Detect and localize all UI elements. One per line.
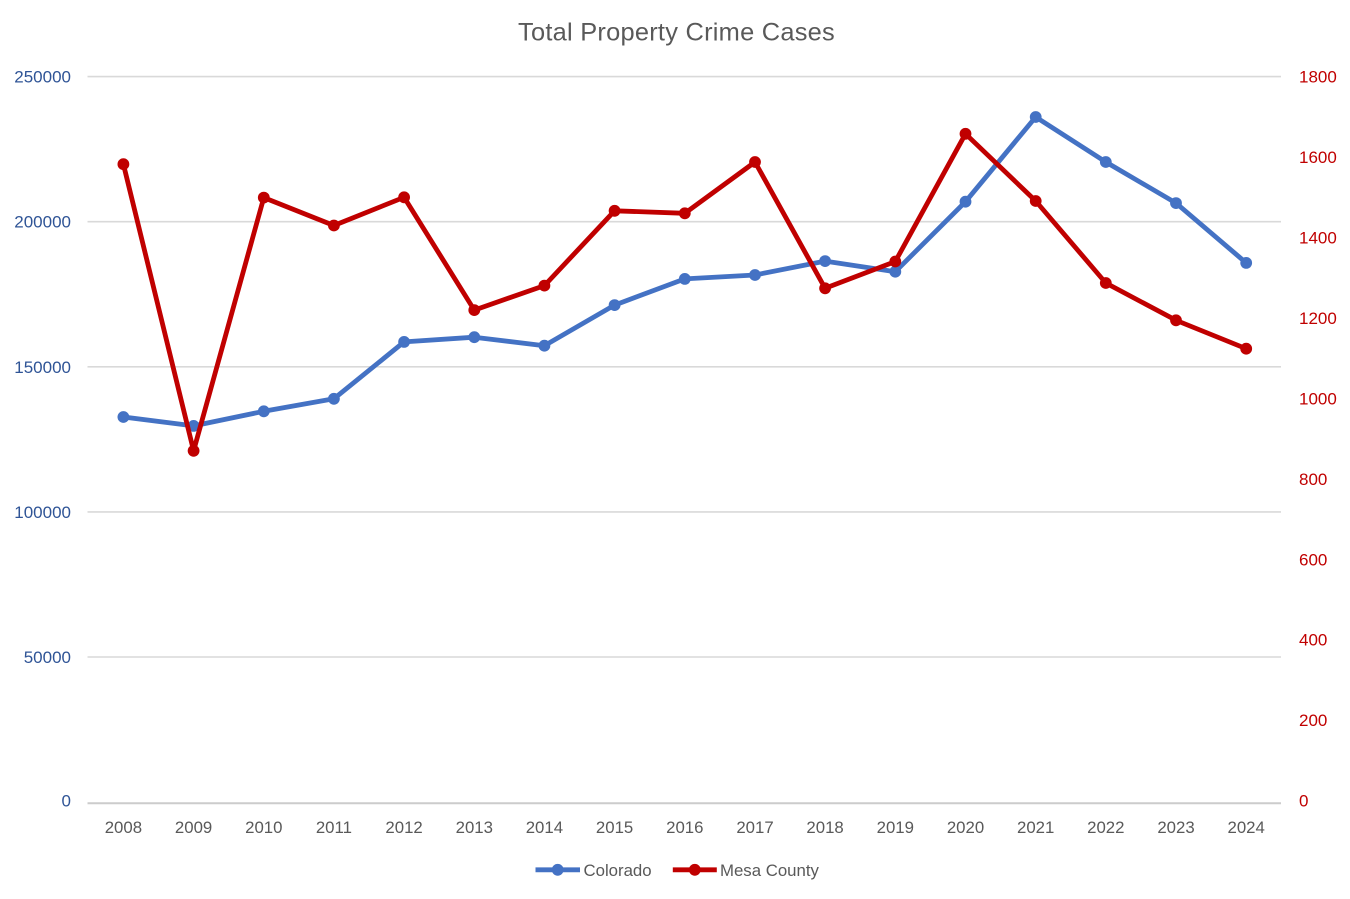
svg-text:2017: 2017 <box>736 818 773 837</box>
svg-text:Mesa County: Mesa County <box>720 861 819 880</box>
svg-text:2019: 2019 <box>877 818 914 837</box>
svg-text:2022: 2022 <box>1087 818 1124 837</box>
svg-text:1000: 1000 <box>1299 389 1337 408</box>
svg-text:2016: 2016 <box>666 818 703 837</box>
svg-text:0: 0 <box>1299 792 1308 811</box>
svg-text:200: 200 <box>1299 711 1327 730</box>
svg-text:2015: 2015 <box>596 818 633 837</box>
svg-text:2020: 2020 <box>947 818 984 837</box>
svg-text:2023: 2023 <box>1157 818 1194 837</box>
svg-text:2011: 2011 <box>316 818 352 837</box>
svg-text:2008: 2008 <box>105 818 142 837</box>
svg-text:2010: 2010 <box>245 818 282 837</box>
svg-text:1200: 1200 <box>1299 309 1337 328</box>
svg-text:2009: 2009 <box>175 818 212 837</box>
svg-text:Total Property Crime Cases: Total Property Crime Cases <box>518 19 835 47</box>
svg-text:2024: 2024 <box>1228 818 1265 837</box>
svg-text:100000: 100000 <box>14 503 71 522</box>
svg-text:1400: 1400 <box>1299 229 1337 248</box>
svg-text:2013: 2013 <box>456 818 493 837</box>
svg-text:Colorado: Colorado <box>584 861 652 880</box>
svg-text:1800: 1800 <box>1299 68 1337 87</box>
svg-text:800: 800 <box>1299 470 1327 489</box>
svg-text:2018: 2018 <box>806 818 843 837</box>
svg-text:150000: 150000 <box>14 358 71 377</box>
svg-text:400: 400 <box>1299 631 1327 650</box>
svg-text:2021: 2021 <box>1017 818 1054 837</box>
svg-text:200000: 200000 <box>14 213 71 232</box>
svg-text:2014: 2014 <box>526 818 563 837</box>
svg-text:600: 600 <box>1299 550 1327 569</box>
svg-text:50000: 50000 <box>24 648 71 667</box>
svg-text:2012: 2012 <box>385 818 422 837</box>
svg-text:1600: 1600 <box>1299 148 1337 167</box>
svg-text:0: 0 <box>62 792 71 811</box>
svg-text:250000: 250000 <box>14 68 71 87</box>
